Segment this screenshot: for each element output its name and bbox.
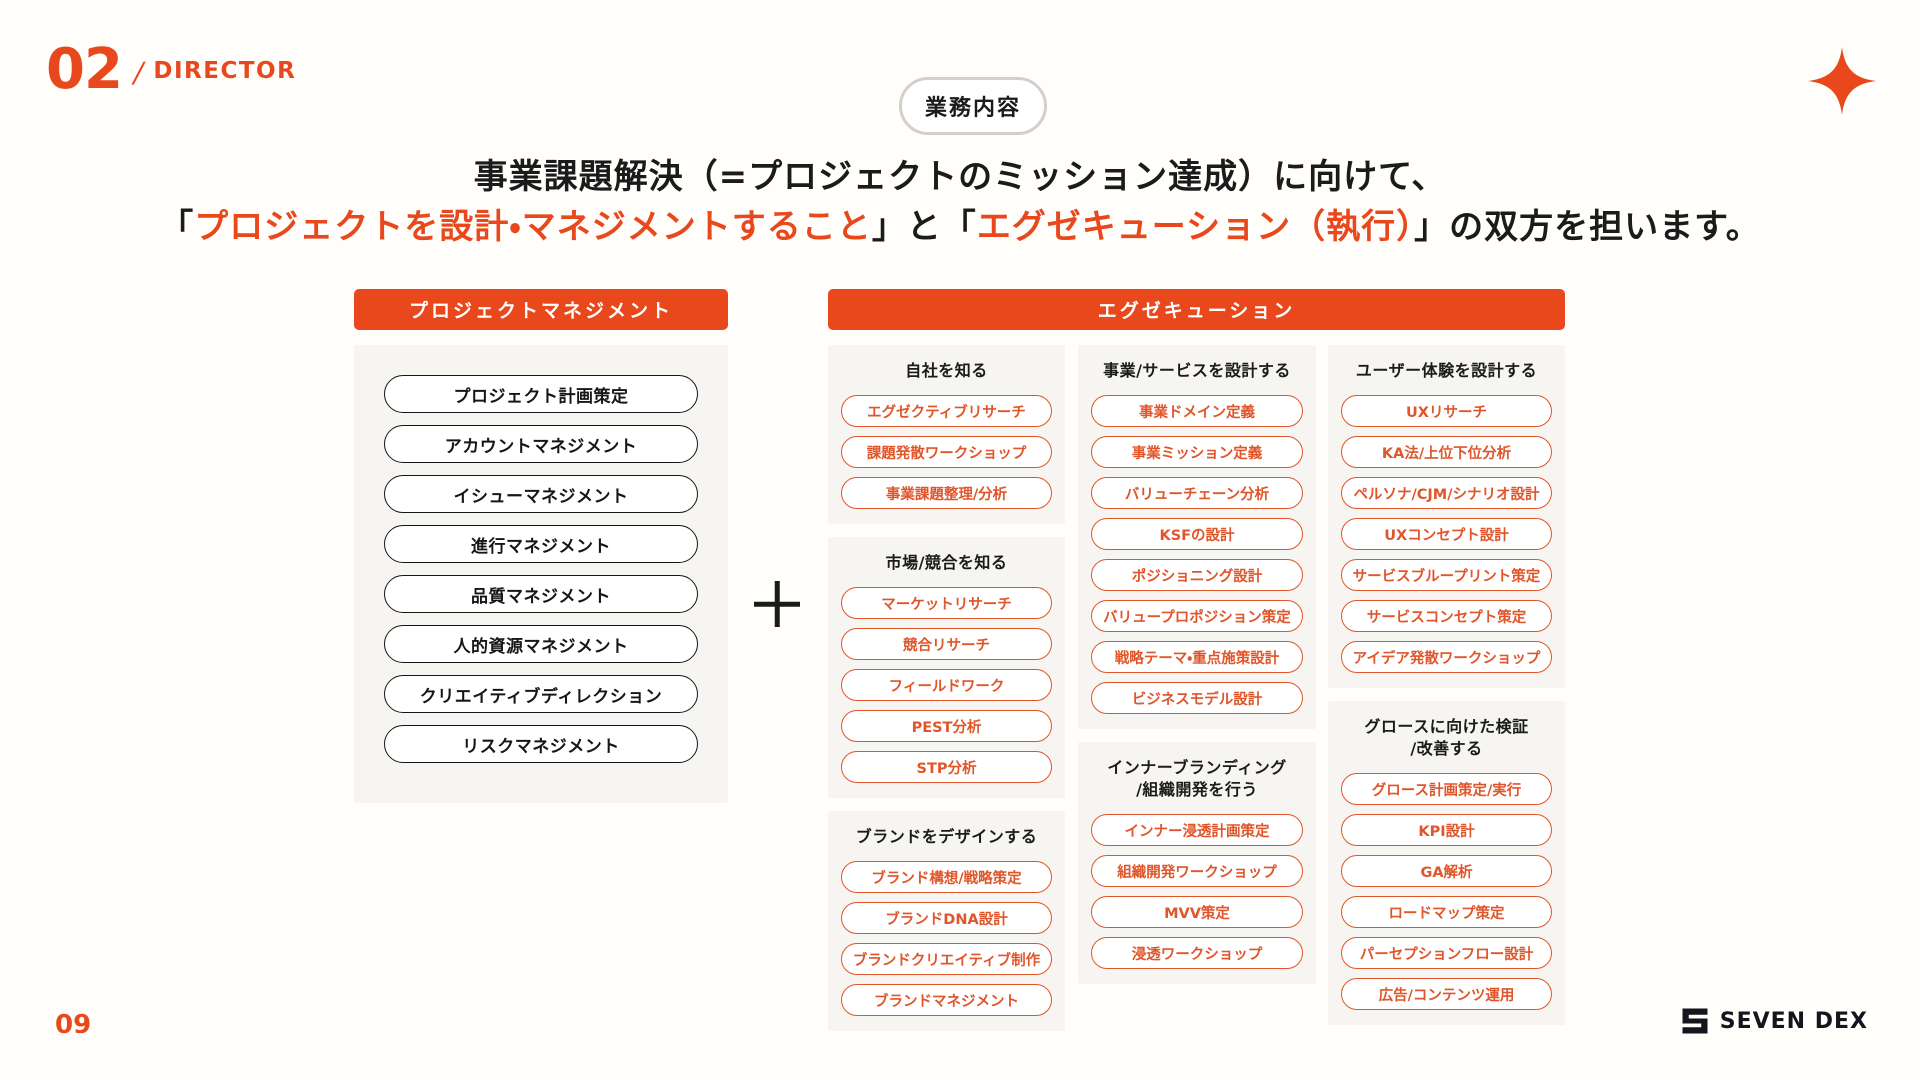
- execution-item: ロードマップ策定: [1341, 896, 1552, 928]
- pm-item: リスクマネジメント: [384, 725, 698, 763]
- execution-item: サービスコンセプト策定: [1341, 600, 1552, 632]
- group-title-line-1: インナーブランディング: [1107, 758, 1287, 777]
- group-title: 市場/競合を知る: [885, 553, 1008, 572]
- heading-highlight-2: エグゼキューション（執行）: [976, 207, 1415, 247]
- execution-item: 事業ミッション定義: [1091, 436, 1303, 468]
- execution-item: ポジショニング設計: [1091, 559, 1303, 591]
- execution-item: ブランドDNA設計: [841, 902, 1052, 934]
- page-number: 09: [55, 1010, 92, 1040]
- heading-highlight-1: プロジェクトを設計・マネジメントすること: [194, 207, 872, 247]
- execution-item: 浸透ワークショップ: [1091, 937, 1303, 969]
- execution-column-2: 事業/サービスを設計する 事業ドメイン定義 事業ミッション定義 バリューチェーン…: [1078, 345, 1316, 984]
- pm-item: イシューマネジメント: [384, 475, 698, 513]
- execution-item: KSFの設計: [1091, 518, 1303, 550]
- seven-dex-logo-icon: [1682, 1008, 1708, 1034]
- execution-item: バリュープロポジション策定: [1091, 600, 1303, 632]
- group-title: 事業/サービスを設計する: [1103, 361, 1291, 380]
- heading-line-1: 事業課題解決（=プロジェクトのミッション達成）に向けて、: [473, 157, 1447, 197]
- company-logo-text: SEVEN DEX: [1719, 1008, 1868, 1034]
- execution-item: グロース計画策定/実行: [1341, 773, 1552, 805]
- execution-item: エグゼクティブリサーチ: [841, 395, 1052, 427]
- execution-item: 戦略テーマ・重点施策設計: [1091, 641, 1303, 673]
- execution-item: UXコンセプト設計: [1341, 518, 1552, 550]
- execution-item: STP分析: [841, 751, 1052, 783]
- execution-item: インナー浸透計画策定: [1091, 814, 1303, 846]
- group-design-brand: ブランドをデザインする ブランド構想/戦略策定 ブランドDNA設計 ブランドクリ…: [828, 811, 1065, 1031]
- execution-item: KPI設計: [1341, 814, 1552, 846]
- execution-item: ペルソナ/CJM/シナリオ設計: [1341, 477, 1552, 509]
- group-title-line-1: グロースに向けた検証: [1364, 717, 1529, 736]
- group-know-market: 市場/競合を知る マーケットリサーチ 競合リサーチ フィールドワーク PEST分…: [828, 537, 1065, 798]
- topic-badge: 業務内容: [899, 77, 1047, 135]
- pm-item: クリエイティブディレクション: [384, 675, 698, 713]
- execution-item: バリューチェーン分析: [1091, 477, 1303, 509]
- company-logo: SEVEN DEX: [1680, 1006, 1868, 1036]
- group-growth-verification: グロースに向けた検証 /改善する グロース計画策定/実行 KPI設計 GA解析 …: [1328, 701, 1565, 1025]
- execution-column-3: ユーザー体験を設計する UXリサーチ KA法/上位下位分析 ペルソナ/CJM/シ…: [1328, 345, 1565, 1025]
- execution-item: 事業ドメイン定義: [1091, 395, 1303, 427]
- group-title: 自社を知る: [905, 361, 988, 380]
- pm-item: 品質マネジメント: [384, 575, 698, 613]
- group-title-line-2: /改善する: [1410, 739, 1483, 758]
- plus-icon: [754, 581, 800, 627]
- execution-item: ブランド構想/戦略策定: [841, 861, 1052, 893]
- group-know-own-company: 自社を知る エグゼクティブリサーチ 課題発散ワークショップ 事業課題整理/分析: [828, 345, 1065, 524]
- execution-item: サービスブループリント策定: [1341, 559, 1552, 591]
- group-title: ブランドをデザインする: [855, 827, 1038, 846]
- group-title-line-2: /組織開発を行う: [1136, 780, 1258, 799]
- heading-bracket-open: 「: [159, 207, 195, 247]
- pm-item: プロジェクト計画策定: [384, 375, 698, 413]
- execution-item: PEST分析: [841, 710, 1052, 742]
- execution-item: ビジネスモデル設計: [1091, 682, 1303, 714]
- execution-item: MVV策定: [1091, 896, 1303, 928]
- execution-item: ブランドクリエイティブ制作: [841, 943, 1052, 975]
- project-management-panel: プロジェクト計画策定 アカウントマネジメント イシューマネジメント 進行マネジメ…: [354, 345, 728, 803]
- execution-item: パーセプションフロー設計: [1341, 937, 1552, 969]
- slash-divider: /: [130, 56, 147, 89]
- pm-item: 進行マネジメント: [384, 525, 698, 563]
- group-inner-branding: インナーブランディング /組織開発を行う インナー浸透計画策定 組織開発ワークシ…: [1078, 742, 1316, 984]
- execution-item: ブランドマネジメント: [841, 984, 1052, 1016]
- execution-header: エグゼキューション: [828, 289, 1565, 330]
- group-title: インナーブランディング /組織開発を行う: [1091, 757, 1303, 801]
- section-number: 02: [46, 37, 123, 102]
- execution-item: 課題発散ワークショップ: [841, 436, 1052, 468]
- group-title: ユーザー体験を設計する: [1355, 361, 1538, 380]
- execution-item: マーケットリサーチ: [841, 587, 1052, 619]
- heading-connector: 」と「: [871, 207, 977, 247]
- project-management-header: プロジェクトマネジメント: [354, 289, 728, 330]
- slide-section-header: 02 / DIRECTOR: [46, 42, 296, 98]
- execution-item: UXリサーチ: [1341, 395, 1552, 427]
- section-title: DIRECTOR: [153, 58, 297, 84]
- execution-item: 競合リサーチ: [841, 628, 1052, 660]
- group-title: グロースに向けた検証 /改善する: [1341, 716, 1552, 760]
- execution-item: 事業課題整理/分析: [841, 477, 1052, 509]
- slide-heading: 事業課題解決（=プロジェクトのミッション達成）に向けて、 「プロジェクトを設計・…: [0, 152, 1920, 252]
- pm-item: 人的資源マネジメント: [384, 625, 698, 663]
- execution-item: 組織開発ワークショップ: [1091, 855, 1303, 887]
- heading-line-2-end: 」の双方を担います。: [1414, 207, 1761, 247]
- execution-column-1: 自社を知る エグゼクティブリサーチ 課題発散ワークショップ 事業課題整理/分析 …: [828, 345, 1065, 1031]
- execution-item: フィールドワーク: [841, 669, 1052, 701]
- group-design-business-service: 事業/サービスを設計する 事業ドメイン定義 事業ミッション定義 バリューチェーン…: [1078, 345, 1316, 729]
- sparkle-icon: [1808, 47, 1876, 115]
- pm-item: アカウントマネジメント: [384, 425, 698, 463]
- execution-item: アイデア発散ワークショップ: [1341, 641, 1552, 673]
- execution-item: 広告/コンテンツ運用: [1341, 978, 1552, 1010]
- execution-item: KA法/上位下位分析: [1341, 436, 1552, 468]
- execution-item: GA解析: [1341, 855, 1552, 887]
- heading-line-2: 「プロジェクトを設計・マネジメントすること」と「エグゼキューション（執行）」の双…: [0, 202, 1920, 252]
- group-design-user-experience: ユーザー体験を設計する UXリサーチ KA法/上位下位分析 ペルソナ/CJM/シ…: [1328, 345, 1565, 688]
